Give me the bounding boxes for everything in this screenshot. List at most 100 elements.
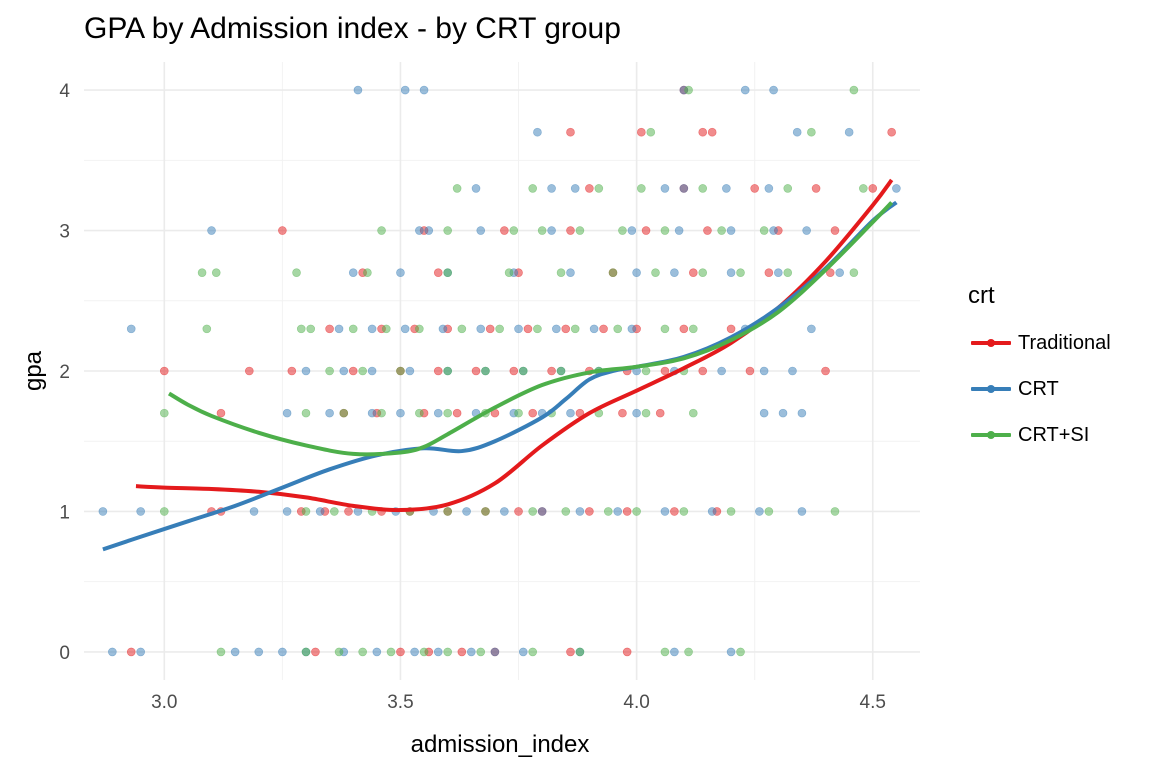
- point-traditional: [344, 507, 353, 516]
- point-crt: [136, 647, 145, 657]
- point-crt-si: [717, 226, 726, 235]
- point-traditional: [868, 184, 878, 193]
- point-crt: [339, 366, 349, 376]
- point-traditional: [528, 408, 538, 418]
- point-traditional: [679, 324, 689, 334]
- point-traditional: [764, 268, 774, 277]
- point-traditional: [566, 226, 575, 235]
- point-crt-si: [415, 408, 424, 418]
- point-traditional: [311, 647, 320, 657]
- point-crt: [424, 226, 434, 235]
- point-crt: [537, 507, 547, 516]
- point-crt: [707, 507, 717, 516]
- point-crt-si: [518, 366, 528, 376]
- point-crt: [367, 408, 377, 418]
- point-crt-si: [618, 226, 627, 235]
- point-crt-si: [688, 408, 698, 418]
- point-crt: [278, 647, 287, 657]
- x-axis-title: admission_index: [411, 731, 590, 758]
- point-crt: [415, 226, 424, 235]
- point-crt-si: [679, 507, 689, 516]
- point-crt-si: [197, 268, 207, 277]
- point-crt: [674, 226, 684, 235]
- point-crt: [433, 647, 443, 657]
- point-crt: [722, 184, 731, 193]
- point-crt-si: [561, 507, 571, 516]
- point-crt-si: [457, 324, 467, 334]
- point-crt-si: [514, 408, 523, 418]
- point-crt-si: [570, 324, 580, 334]
- point-crt-si: [660, 647, 670, 657]
- point-crt-si: [377, 408, 386, 418]
- point-crt-si: [476, 647, 486, 657]
- point-crt: [126, 324, 136, 334]
- point-crt-si: [443, 226, 452, 235]
- point-crt-si: [419, 647, 429, 657]
- point-crt: [717, 366, 726, 376]
- point-crt-si: [849, 268, 859, 277]
- point-crt: [632, 408, 641, 418]
- point-crt-si: [301, 507, 311, 516]
- point-crt-si: [443, 507, 452, 516]
- point-crt-si: [613, 324, 623, 334]
- y-tick-label: 3: [59, 222, 70, 243]
- point-traditional: [703, 226, 712, 235]
- point-crt: [566, 268, 575, 277]
- point-crt: [547, 184, 556, 193]
- point-crt: [835, 268, 845, 277]
- point-traditional: [457, 647, 467, 657]
- point-crt: [670, 647, 679, 657]
- point-crt-si: [363, 268, 372, 277]
- y-tick-label: 2: [59, 362, 70, 383]
- point-traditional: [433, 268, 443, 277]
- point-crt-si: [443, 268, 452, 277]
- chart-title: GPA by Admission index - by CRT group: [84, 12, 621, 45]
- point-traditional: [707, 127, 717, 137]
- point-crt: [660, 184, 670, 193]
- point-crt-si: [556, 268, 566, 277]
- point-crt-si: [443, 408, 452, 418]
- point-crt: [788, 366, 797, 376]
- point-crt-si: [415, 324, 424, 334]
- point-crt: [552, 324, 561, 334]
- x-tick-label: 3.0: [151, 692, 177, 713]
- point-crt-si: [764, 507, 774, 516]
- point-traditional: [325, 324, 334, 334]
- point-crt-si: [216, 647, 226, 657]
- point-traditional: [452, 408, 462, 418]
- point-crt: [476, 226, 486, 235]
- point-crt: [769, 85, 778, 95]
- point-crt: [367, 366, 377, 376]
- point-traditional: [750, 184, 759, 193]
- point-crt-si: [646, 127, 656, 137]
- point-crt-si: [660, 324, 670, 334]
- point-crt-si: [641, 408, 651, 418]
- point-traditional: [622, 647, 632, 657]
- y-tick-label: 0: [59, 643, 70, 664]
- point-traditional: [599, 324, 608, 334]
- ticks-layer: 3.0 3.5 4.0 4.5 0 1 2 3 4: [59, 81, 886, 713]
- point-crt-si: [481, 366, 490, 376]
- smooth-line-crt-si: [167, 201, 894, 457]
- point-crt-si: [339, 408, 349, 418]
- point-crt: [802, 226, 811, 235]
- point-crt-si: [159, 507, 169, 516]
- point-crt: [797, 507, 807, 516]
- point-traditional: [561, 324, 571, 334]
- point-traditional: [688, 268, 698, 277]
- legend-key-traditional: [968, 333, 1014, 353]
- point-traditional: [585, 184, 594, 193]
- point-crt: [249, 507, 259, 516]
- point-crt: [797, 408, 807, 418]
- point-traditional: [887, 127, 896, 137]
- point-traditional: [821, 366, 830, 376]
- point-crt-si: [533, 324, 542, 334]
- point-crt: [400, 85, 410, 95]
- x-tick-label: 4.0: [623, 692, 649, 713]
- point-traditional: [830, 226, 840, 235]
- point-crt-si: [603, 507, 613, 516]
- point-crt-si: [377, 226, 386, 235]
- point-traditional: [245, 366, 254, 376]
- point-traditional: [278, 226, 287, 235]
- point-crt-si: [504, 268, 514, 277]
